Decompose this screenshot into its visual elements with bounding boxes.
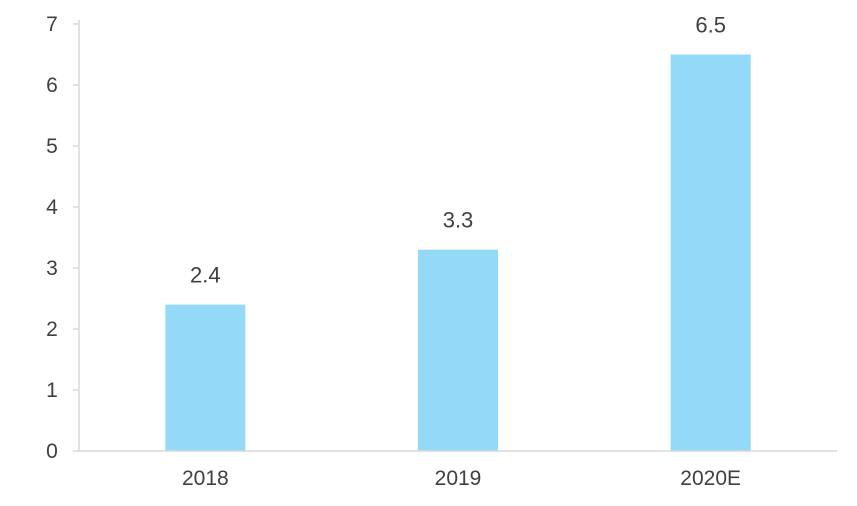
y-tick-label: 1 — [46, 379, 58, 402]
bars — [165, 54, 751, 451]
y-tick-label: 0 — [46, 440, 58, 463]
data-labels: 2.4 3.3 6.5 — [190, 13, 726, 288]
y-tick-label: 5 — [46, 135, 58, 158]
x-tick-label-2020E: 2020E — [680, 467, 741, 490]
bar-2018 — [165, 304, 246, 451]
y-tick-label: 7 — [46, 13, 58, 36]
y-tick-label: 2 — [46, 318, 58, 341]
y-tick-label: 3 — [46, 257, 58, 280]
x-tick-label-2018: 2018 — [182, 467, 229, 490]
y-tick-label: 6 — [46, 74, 58, 97]
y-axis: 0 1 2 3 4 5 6 7 — [46, 13, 80, 463]
data-label-2018: 2.4 — [190, 263, 221, 288]
data-label-2020E: 6.5 — [695, 13, 726, 38]
y-tick-label: 4 — [46, 196, 58, 219]
x-tick-label-2019: 2019 — [435, 467, 482, 490]
bar-2020E — [670, 54, 751, 451]
bar-2019 — [418, 249, 498, 451]
x-axis: 2018 2019 2020E — [79, 450, 837, 490]
data-label-2019: 3.3 — [443, 208, 474, 233]
